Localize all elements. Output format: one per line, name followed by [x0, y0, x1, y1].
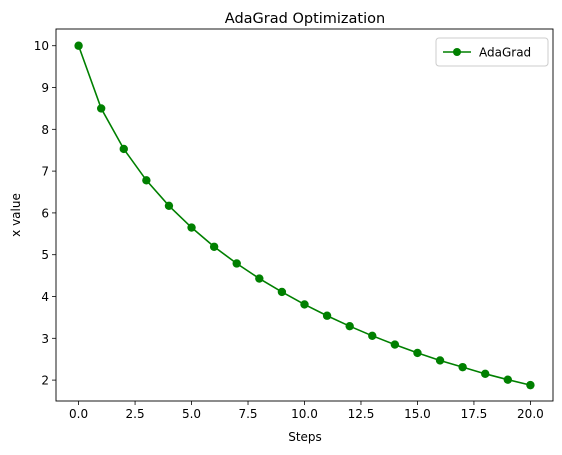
y-tick-label: 7: [41, 165, 49, 179]
x-tick-label: 2.5: [126, 407, 145, 421]
y-tick-label: 5: [41, 248, 49, 262]
legend-box: [435, 37, 549, 67]
data-point: [345, 321, 354, 331]
data-point: [300, 300, 309, 309]
data-point: [435, 356, 445, 365]
legend-marker-swatch: [453, 48, 461, 56]
y-tick-label: 4: [41, 290, 49, 304]
y-tick-label: 8: [41, 123, 49, 137]
data-point: [277, 287, 287, 297]
legend-label-adagrad: AdaGrad: [479, 46, 531, 60]
plot-area: 0.0 2.5 5.0 7.5 10.0 12.5 15.0 17.5 20.0 2 3 4 5 6 7 8 9…: [34, 28, 554, 421]
data-point: [142, 176, 151, 185]
y-tick-label: 10: [34, 39, 49, 53]
x-tick-label: 15.0: [404, 407, 431, 421]
legend: AdaGrad: [435, 37, 549, 67]
x-tick-label: 20.0: [517, 407, 544, 421]
data-point: [96, 104, 106, 113]
chart-title: AdaGrad Optimization: [225, 11, 385, 27]
axes-frame: [55, 28, 554, 402]
data-point: [187, 223, 196, 232]
data-point: [368, 331, 377, 340]
y-tick-label: 6: [41, 206, 49, 220]
data-point: [255, 274, 264, 283]
data-point: [503, 375, 513, 384]
x-tick-label: 0.0: [69, 407, 88, 421]
data-point: [526, 380, 535, 390]
y-axis-label: x value: [9, 193, 23, 237]
data-point: [232, 259, 241, 268]
x-tick-label: 7.5: [238, 407, 257, 421]
data-point: [164, 201, 174, 211]
x-axis-label: Steps: [288, 430, 322, 444]
data-point: [74, 41, 83, 50]
data-point: [458, 362, 467, 372]
x-tick-label: 12.5: [348, 407, 375, 421]
x-tick-label: 17.5: [461, 407, 488, 421]
x-tick-label: 10.0: [291, 407, 318, 421]
data-point: [481, 369, 490, 379]
data-point: [413, 348, 422, 358]
data-point: [119, 144, 128, 154]
y-tick-label: 9: [41, 81, 49, 95]
data-point: [390, 340, 400, 349]
x-tick-label: 5.0: [182, 407, 201, 421]
data-point: [209, 242, 219, 251]
y-tick-label: 3: [41, 332, 49, 346]
data-point: [322, 311, 332, 320]
y-tick-label: 2: [41, 374, 49, 388]
